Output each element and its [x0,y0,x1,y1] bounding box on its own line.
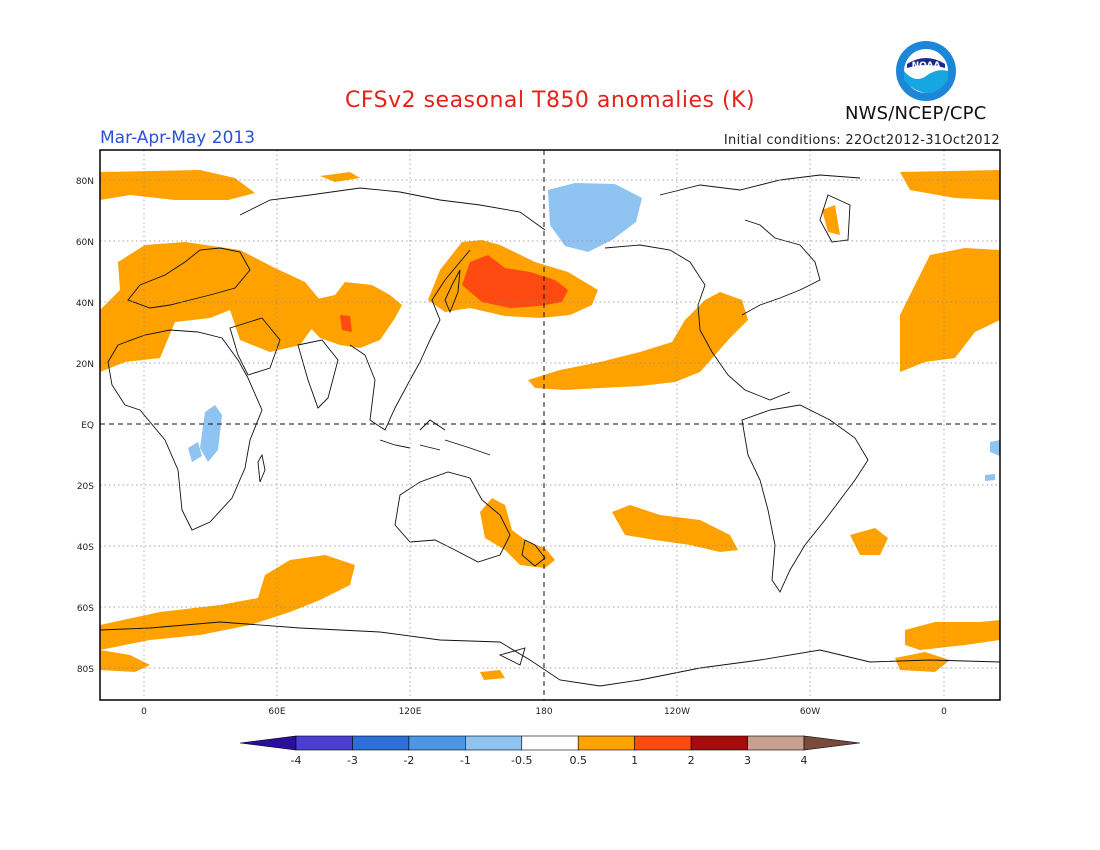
lon-tick: 120E [399,707,422,717]
colorbar-label: -1 [460,754,471,767]
longitude-ticks: 0 60E 120E 180 120W 60W 0 [141,707,947,717]
colorbar-swatch [577,735,635,751]
lat-tick: 60S [77,604,94,614]
anomaly-field [100,170,1000,680]
colorbar-swatch [747,735,805,751]
agency-label: NWS/NCEP/CPC [845,103,987,124]
lon-tick: 60W [800,707,820,717]
lon-tick: 0 [141,707,147,717]
lon-tick: 60E [268,707,285,717]
lat-tick: 40N [76,299,94,309]
colorbar-swatch [634,735,692,751]
noaa-logo: NOAA [896,41,956,101]
colorbar-swatch [465,735,523,751]
colorbar-label: 2 [688,754,695,767]
lon-tick: 120W [664,707,690,717]
colorbar-swatch [803,735,861,751]
coastlines [100,174,1000,687]
colorbar-swatch [295,735,353,751]
lat-tick: 80S [77,665,94,675]
lat-tick: 60N [76,238,94,248]
lat-tick: 20N [76,360,94,370]
map-grid [100,150,1000,700]
colorbar-label: -4 [291,754,302,767]
colorbar-label: -2 [403,754,414,767]
lon-tick: 180 [535,707,552,717]
colorbar-label: -3 [347,754,358,767]
colorbar-swatch [352,735,410,751]
svg-text:NOAA: NOAA [912,61,941,71]
colorbar-label: 1 [631,754,638,767]
season-label: Mar-Apr-May 2013 [100,128,256,148]
colorbar-label: 0.5 [569,754,587,767]
lat-tick: 20S [77,482,94,492]
colorbar-swatch [239,735,297,751]
lat-tick: 80N [76,177,94,187]
lon-tick: 0 [941,707,947,717]
lat-tick: EQ [81,421,94,431]
colorbar-label: 4 [801,754,808,767]
initial-conditions-label: Initial conditions: 22Oct2012-31Oct2012 [723,133,1000,148]
colorbar-swatch [521,735,579,751]
lat-tick: 40S [77,543,94,553]
map-frame [99,149,1001,701]
colorbar-swatch [690,735,748,751]
colorbar-swatch [408,735,466,751]
colorbar-label: -0.5 [511,754,532,767]
colorbar: -4 -3 -2 -1 -0.5 0.5 1 2 3 4 [239,735,861,767]
latitude-ticks: 80N 60N 40N 20N EQ 20S 40S 60S 80S [76,177,94,675]
map-title: CFSv2 seasonal T850 anomalies (K) [344,88,756,113]
colorbar-label: 3 [744,754,751,767]
